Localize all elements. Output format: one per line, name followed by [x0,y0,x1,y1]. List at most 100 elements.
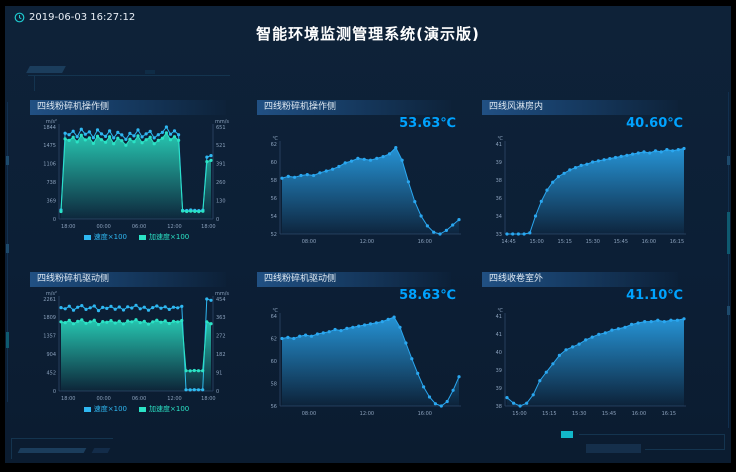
vibration-chart[interactable]: 0 369 738 1106 1475 1844 0 130 260 391 521 651 m/s² m… [30,117,242,231]
panel-title: 四线粉碎机驱动侧 [264,274,337,284]
chart-legend: 速度×100 加速度×100 [30,231,243,243]
deco-top-left-line [28,75,230,76]
svg-text:12:00: 12:00 [360,239,374,245]
svg-text:m/s²: m/s² [46,119,57,125]
deco-bottom-left-line [11,438,113,439]
panel-crusher-drive-vibration: 四线粉碎机驱动侧 0 452 904 1357 1809 2261 0 91 182 272 363… [30,272,243,426]
svg-text:39: 39 [496,160,502,166]
svg-text:mm/s: mm/s [215,119,229,125]
panel-title-bar: 四线风淋房内 [482,100,678,115]
svg-text:62: 62 [271,142,277,148]
legend-item-velocity[interactable]: 速度×100 [83,232,127,242]
panel-crusher-operation-temperature: 四线粉碎机操作侧 53.63℃ 52 54 56 58 60 62 ℃ 08:00 12:00 1… [257,100,468,254]
svg-text:58: 58 [271,381,277,387]
deco-right-node [727,306,730,315]
deco-bottom-right-line2 [645,449,725,450]
panel-title: 四线风淋房内 [489,102,544,112]
temperature-chart[interactable]: 33 34 36 38 39 41℃ 14:45 15:00 15:15 15:30 15:45 16… [482,134,694,246]
current-temperature: 58.63℃ [399,288,456,303]
svg-text:904: 904 [46,352,56,358]
svg-text:0: 0 [53,389,56,395]
panel-winding-room-temperature: 四线收卷室外 41.10℃ 38 39 39 40 41 41 ℃ 15:00 15:15 15:… [482,272,695,426]
panel-title-bar: 四线粉碎机驱动侧 [30,272,226,287]
svg-text:391: 391 [216,162,226,168]
legend-item-velocity[interactable]: 速度×100 [83,404,127,414]
svg-text:2261: 2261 [43,297,56,303]
svg-text:91: 91 [216,370,222,376]
panel-title: 四线粉碎机操作侧 [264,102,337,112]
deco-left-accent [6,332,9,348]
svg-text:℃: ℃ [272,136,278,142]
svg-text:521: 521 [216,143,226,149]
svg-text:1809: 1809 [43,315,56,321]
svg-text:738: 738 [46,180,56,186]
deco-right-edge-line [728,92,729,428]
svg-text:15:30: 15:30 [586,239,600,245]
svg-text:00:00: 00:00 [96,224,110,230]
svg-text:39: 39 [496,368,502,374]
svg-text:62: 62 [271,336,277,342]
deco-left-edge-line [7,102,8,402]
svg-text:41: 41 [496,332,502,338]
deco-left-node [6,156,9,165]
panel-crusher-operation-vibration: 四线粉碎机操作侧 0 369 738 1106 1475 1844 0 130 260 391 52… [30,100,243,254]
svg-text:08:00: 08:00 [302,411,316,417]
vibration-chart[interactable]: 0 452 904 1357 1809 2261 0 91 182 272 363 454 m/s² mm… [30,289,242,403]
page-title: 智能环境监测管理系统(演示版) [256,25,480,43]
svg-text:15:45: 15:45 [614,239,628,245]
svg-text:41: 41 [496,314,502,320]
svg-text:16:00: 16:00 [418,411,432,417]
svg-text:454: 454 [216,297,226,303]
svg-text:38: 38 [496,178,502,184]
panel-title-bar: 四线收卷室外 [482,272,678,287]
svg-text:℃: ℃ [497,308,503,314]
svg-text:260: 260 [216,180,226,186]
svg-text:369: 369 [46,198,56,204]
legend-chip [139,406,146,412]
deco-bottom-right-teal-block [561,431,573,438]
svg-text:64: 64 [271,314,277,320]
svg-text:41: 41 [496,142,502,148]
svg-text:60: 60 [271,359,277,365]
svg-text:m/s²: m/s² [46,291,57,297]
panel-grid: 四线粉碎机操作侧 0 369 738 1106 1475 1844 0 130 260 391 52… [30,100,695,426]
svg-text:12:00: 12:00 [167,224,181,230]
panel-crusher-drive-temperature: 四线粉碎机驱动侧 58.63℃ 56 58 60 62 64 ℃ 08:00 12:00 16:… [257,272,468,426]
clock-icon [14,12,25,23]
svg-text:08:00: 08:00 [302,239,316,245]
deco-top-left-bar [26,66,66,73]
deco-bottom-right-line [579,434,725,435]
panel-title: 四线粉碎机操作侧 [37,102,110,112]
svg-text:34: 34 [496,214,502,220]
svg-text:16:15: 16:15 [662,411,676,417]
svg-text:38: 38 [496,404,502,410]
svg-text:182: 182 [216,352,226,358]
svg-text:15:15: 15:15 [558,239,572,245]
svg-text:mm/s: mm/s [215,291,229,297]
svg-text:1475: 1475 [43,143,56,149]
svg-text:16:00: 16:00 [642,239,656,245]
current-temperature: 40.60℃ [626,116,683,131]
deco-bottom-right-bar [586,444,641,453]
svg-text:56: 56 [271,196,277,202]
chart-legend: 速度×100 加速度×100 [30,403,243,415]
current-temperature: 53.63℃ [399,116,456,131]
legend-label: 速度×100 [93,233,127,241]
svg-text:54: 54 [271,214,277,220]
deco-bottom-left-bar [17,448,87,453]
panel-title: 四线粉碎机驱动侧 [37,274,110,284]
svg-text:18:00: 18:00 [201,224,215,230]
legend-item-acceleration[interactable]: 加速度×100 [139,404,189,414]
legend-chip [83,406,91,412]
svg-text:15:00: 15:00 [512,411,526,417]
svg-text:℃: ℃ [497,136,503,142]
svg-text:16:00: 16:00 [632,411,646,417]
temperature-chart[interactable]: 56 58 60 62 64℃ 08:00 12:00 16:00 [257,306,469,418]
svg-text:60: 60 [271,160,277,166]
svg-text:56: 56 [271,404,277,410]
svg-text:452: 452 [46,370,56,376]
legend-item-acceleration[interactable]: 加速度×100 [139,232,189,242]
panel-title: 四线收卷室外 [489,274,544,284]
temperature-chart[interactable]: 52 54 56 58 60 62℃ 08:00 12:00 16:00 [257,134,469,246]
